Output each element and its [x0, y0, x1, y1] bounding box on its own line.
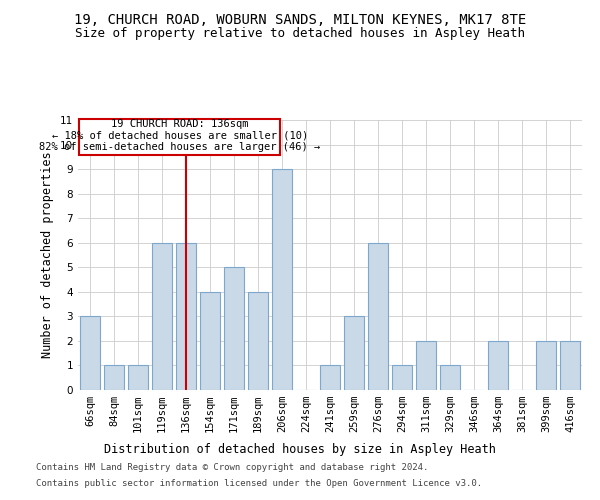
- Bar: [224, 268, 244, 390]
- Bar: [272, 169, 292, 390]
- Text: Contains public sector information licensed under the Open Government Licence v3: Contains public sector information licen…: [36, 478, 482, 488]
- Bar: [488, 341, 508, 390]
- Bar: [128, 366, 148, 390]
- Bar: [536, 341, 556, 390]
- Bar: [344, 316, 364, 390]
- Bar: [392, 366, 412, 390]
- Text: 82% of semi-detached houses are larger (46) →: 82% of semi-detached houses are larger (…: [39, 142, 320, 152]
- Y-axis label: Number of detached properties: Number of detached properties: [41, 152, 55, 358]
- Bar: [80, 316, 100, 390]
- Text: Size of property relative to detached houses in Aspley Heath: Size of property relative to detached ho…: [75, 28, 525, 40]
- Bar: [320, 366, 340, 390]
- Text: 19, CHURCH ROAD, WOBURN SANDS, MILTON KEYNES, MK17 8TE: 19, CHURCH ROAD, WOBURN SANDS, MILTON KE…: [74, 12, 526, 26]
- Bar: [104, 366, 124, 390]
- FancyBboxPatch shape: [79, 119, 280, 155]
- Bar: [152, 242, 172, 390]
- Bar: [248, 292, 268, 390]
- Bar: [440, 366, 460, 390]
- Bar: [176, 242, 196, 390]
- Text: Contains HM Land Registry data © Crown copyright and database right 2024.: Contains HM Land Registry data © Crown c…: [36, 464, 428, 472]
- Bar: [416, 341, 436, 390]
- Text: 19 CHURCH ROAD: 136sqm: 19 CHURCH ROAD: 136sqm: [111, 118, 248, 128]
- Bar: [200, 292, 220, 390]
- Bar: [560, 341, 580, 390]
- Text: ← 18% of detached houses are smaller (10): ← 18% of detached houses are smaller (10…: [52, 130, 308, 140]
- Bar: [368, 242, 388, 390]
- Text: Distribution of detached houses by size in Aspley Heath: Distribution of detached houses by size …: [104, 442, 496, 456]
